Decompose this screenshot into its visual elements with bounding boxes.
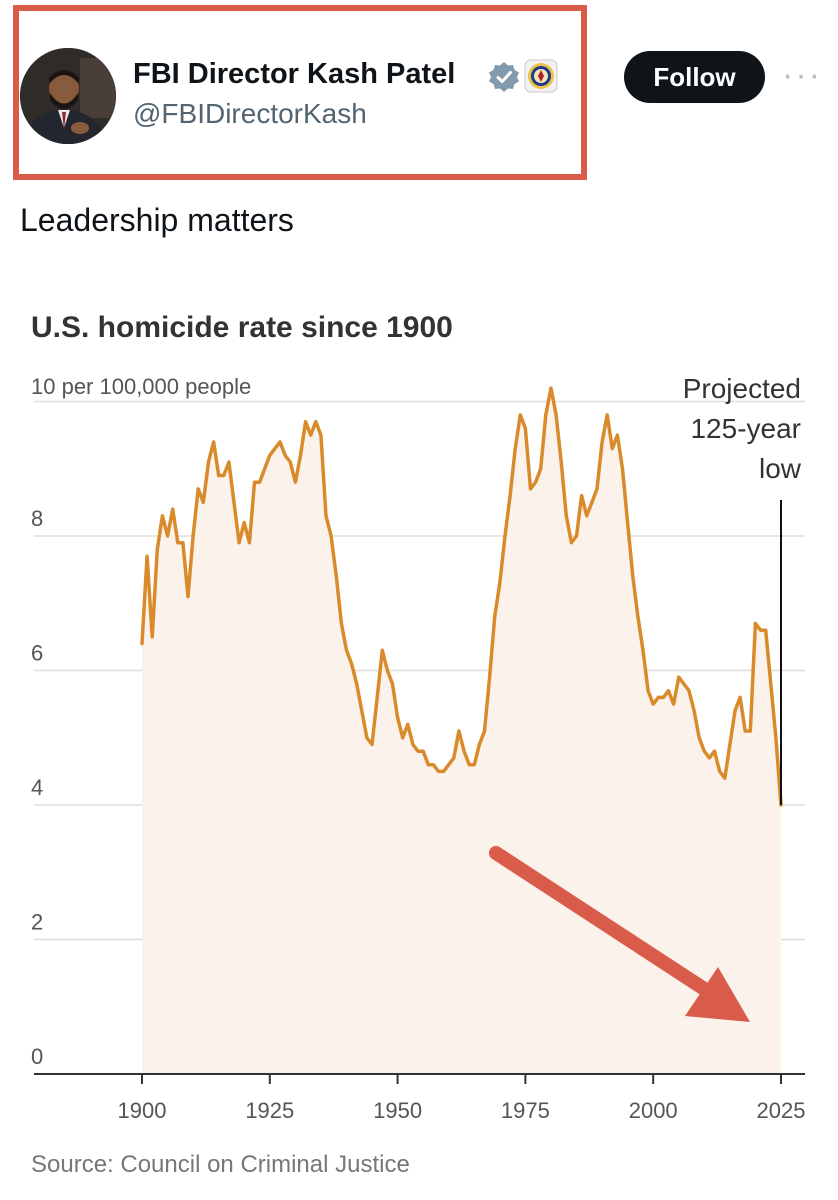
chart-y-unit-label: 10 per 100,000 people xyxy=(31,374,251,399)
red-arrow-shaft xyxy=(489,846,719,1001)
annotation-line-2: 125-year xyxy=(690,413,801,444)
more-options-icon[interactable]: ··· xyxy=(782,56,822,94)
display-name[interactable]: FBI Director Kash Patel xyxy=(133,58,456,90)
annotation-projected-low: Projected 125-year low xyxy=(683,373,802,484)
chart-area-fill xyxy=(142,388,781,1075)
red-arrow-head-icon xyxy=(685,967,750,1022)
chart-source: Source: Council on Criminal Justice xyxy=(31,1151,410,1178)
annotation-line-1: Projected xyxy=(683,373,801,404)
y-tick-label-4: 4 xyxy=(31,775,43,800)
chart-x-tick-labels: 1900 1925 1950 1975 2000 2025 xyxy=(118,1074,806,1123)
annotation-line-3: low xyxy=(759,453,802,484)
y-tick-label-8: 8 xyxy=(31,506,43,531)
x-tick-label-1950: 1950 xyxy=(373,1098,422,1123)
y-tick-label-0: 0 xyxy=(31,1044,43,1069)
tweet-text: Leadership matters xyxy=(20,202,294,238)
chart-y-tick-labels: 0 2 4 6 8 xyxy=(31,506,43,1069)
x-tick-label-1925: 1925 xyxy=(245,1098,294,1123)
homicide-rate-chart: U.S. homicide rate since 1900 10 per 100… xyxy=(31,311,806,1178)
chart-series-line xyxy=(140,386,783,807)
verified-badge-icon xyxy=(489,62,519,92)
avatar-image xyxy=(20,48,116,144)
x-tick-label-2000: 2000 xyxy=(629,1098,678,1123)
y-tick-label-6: 6 xyxy=(31,641,43,666)
x-tick-label-1975: 1975 xyxy=(501,1098,550,1123)
avatar[interactable] xyxy=(20,48,116,144)
handle[interactable]: @FBIDirectorKash xyxy=(133,98,367,129)
fbi-seal-icon xyxy=(524,59,558,93)
chart-title: U.S. homicide rate since 1900 xyxy=(31,311,453,344)
x-tick-label-2025: 2025 xyxy=(757,1098,806,1123)
x-tick-label-1900: 1900 xyxy=(118,1098,167,1123)
highlight-box xyxy=(13,5,587,180)
follow-button[interactable]: Follow xyxy=(624,51,765,103)
y-tick-label-2: 2 xyxy=(31,910,43,935)
